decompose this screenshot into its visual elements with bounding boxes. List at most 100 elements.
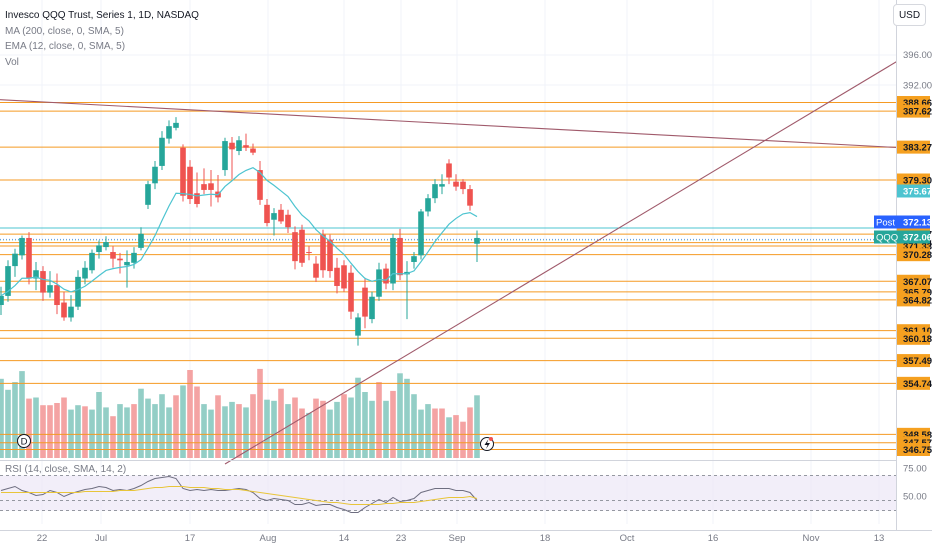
candle-body — [383, 268, 389, 284]
volume-bar — [215, 395, 221, 458]
candle-body — [173, 122, 179, 128]
candle-body — [194, 193, 200, 205]
volume-bar — [418, 409, 424, 458]
volume-bar — [292, 397, 298, 458]
candle-body — [82, 267, 88, 279]
level-label: 357.49 — [903, 356, 932, 367]
volume-bar — [61, 397, 67, 458]
candle-body — [12, 253, 18, 267]
volume-bar — [390, 390, 396, 458]
time-tick-label: 23 — [396, 533, 407, 544]
dividend-marker-letter: D — [21, 437, 28, 448]
candle-body — [54, 285, 60, 306]
candle-body — [243, 145, 249, 148]
candle-body — [460, 181, 466, 190]
rsi-ma-line — [1, 486, 478, 505]
volume-bar — [446, 417, 452, 458]
level-label: 383.27 — [903, 143, 932, 154]
candle-body — [5, 266, 11, 296]
volume-bar — [425, 404, 431, 458]
volume-bar — [341, 394, 347, 458]
volume-bar — [173, 395, 179, 458]
candle-body — [152, 166, 158, 184]
candle-body — [40, 271, 46, 293]
volume-bar — [243, 407, 249, 458]
candle-body — [285, 214, 291, 228]
candle-body — [236, 140, 242, 152]
volume-bar — [257, 368, 263, 458]
candle-body — [418, 211, 424, 256]
candle-body — [138, 233, 144, 248]
candle-body — [474, 237, 480, 244]
level-label: 365.79 — [903, 287, 932, 298]
candle-body — [201, 184, 207, 190]
level-label-bg — [897, 104, 930, 118]
candle-body — [306, 252, 312, 254]
candle-body — [278, 209, 284, 222]
level-label-bg — [897, 443, 930, 456]
rsi-tick-label: 50.00 — [903, 492, 927, 503]
volume-bar — [383, 400, 389, 458]
volume-bar — [194, 386, 200, 458]
volume-bar — [5, 389, 11, 458]
volume-indicator-label[interactable]: Vol — [5, 56, 19, 68]
volume-bar — [0, 378, 4, 458]
candle-body — [327, 239, 333, 272]
candle-body — [180, 147, 186, 196]
candle-body — [446, 163, 452, 178]
currency-button[interactable]: USD — [893, 4, 926, 26]
volume-bar — [222, 406, 228, 458]
volume-bar — [103, 407, 109, 458]
candle-body — [33, 270, 39, 279]
ma-indicator-label[interactable]: MA (200, close, 0, SMA, 5) — [5, 25, 124, 37]
time-tick-label: 22 — [37, 533, 48, 544]
symbol-title[interactable]: Invesco QQQ Trust, Series 1, 1D, NASDAQ — [5, 10, 199, 21]
volume-bar — [250, 394, 256, 458]
cyan-level-label-bg — [897, 184, 930, 198]
volume-bar — [439, 408, 445, 458]
time-tick-label: Jul — [95, 533, 107, 544]
last-price-label-bg — [897, 230, 930, 244]
volume-bar — [166, 407, 172, 458]
volume-bar — [110, 416, 116, 458]
volume-bar — [397, 373, 403, 458]
time-tick-label: Oct — [620, 533, 635, 544]
volume-bar — [271, 400, 277, 458]
rsi-band — [0, 475, 896, 511]
volume-bar — [236, 404, 242, 458]
time-tick-label: Sep — [449, 533, 466, 544]
level-label-bg — [897, 376, 930, 390]
level-label-bg — [897, 293, 930, 307]
level-label: 348.58 — [903, 430, 932, 441]
volume-bar — [117, 404, 123, 458]
rsi-indicator-label[interactable]: RSI (14, close, SMA, 14, 2) — [5, 464, 127, 475]
level-label-bg — [897, 140, 930, 154]
volume-bar — [54, 403, 60, 458]
candle-body — [271, 213, 277, 220]
cyan-level-label: 375.67 — [903, 187, 932, 198]
post-price-label-tag: Post — [876, 218, 895, 229]
ema-indicator-label[interactable]: EMA (12, close, 0, SMA, 5) — [5, 41, 126, 52]
candle-body — [103, 242, 109, 248]
candle-body — [26, 237, 32, 279]
candle-body — [0, 295, 4, 306]
level-label-bg — [897, 274, 930, 288]
candle-body — [390, 237, 396, 284]
rsi-tick-label: 75.00 — [903, 464, 927, 475]
volume-bar — [264, 399, 270, 458]
level-label-bg — [897, 331, 930, 345]
candle-body — [320, 234, 326, 271]
level-label-bg — [897, 354, 930, 368]
post-price-label-tag-bg — [874, 215, 897, 229]
trendline — [224, 60, 899, 465]
level-label: 354.74 — [903, 379, 932, 390]
candle-body — [264, 204, 270, 224]
volume-bar — [404, 378, 410, 458]
level-label: 371.33 — [903, 241, 932, 252]
post-price-label-bg — [897, 215, 930, 229]
candle-body — [467, 189, 473, 206]
rsi-line — [0, 475, 478, 513]
volume-bar — [47, 405, 53, 458]
